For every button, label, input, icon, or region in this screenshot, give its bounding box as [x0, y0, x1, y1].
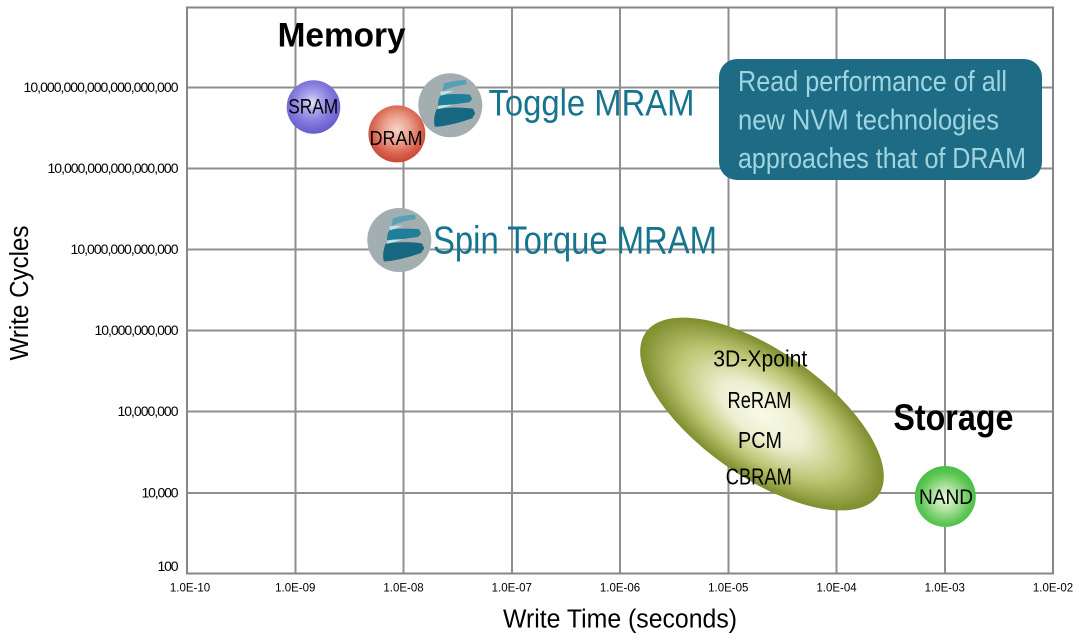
svg-text:Memory: Memory: [278, 16, 406, 54]
svg-text:approaches that of DRAM: approaches that of DRAM: [738, 143, 1026, 175]
svg-text:3D-Xpoint: 3D-Xpoint: [713, 346, 808, 372]
svg-text:10,000,000,000,000,000: 10,000,000,000,000,000: [48, 160, 179, 176]
svg-text:PCM: PCM: [738, 427, 782, 453]
svg-text:1.0E-06: 1.0E-06: [600, 583, 640, 595]
svg-text:ReRAM: ReRAM: [728, 387, 792, 413]
svg-text:Spin Torque MRAM: Spin Torque MRAM: [433, 219, 717, 262]
svg-text:1.0E-07: 1.0E-07: [492, 583, 532, 595]
svg-text:Toggle MRAM: Toggle MRAM: [489, 83, 695, 124]
svg-text:Write Cycles: Write Cycles: [6, 226, 34, 361]
svg-text:Write Time (seconds): Write Time (seconds): [503, 606, 737, 634]
svg-text:1.0E-04: 1.0E-04: [816, 583, 857, 595]
svg-text:NAND: NAND: [919, 486, 973, 509]
svg-text:10,000,000,000,000: 10,000,000,000,000: [71, 241, 179, 257]
svg-text:1.0E-09: 1.0E-09: [275, 583, 315, 595]
svg-text:10,000,000,000,000,000,000: 10,000,000,000,000,000,000: [24, 79, 179, 95]
svg-text:new NVM technologies: new NVM technologies: [738, 105, 999, 137]
svg-text:DRAM: DRAM: [370, 128, 423, 150]
svg-text:CBRAM: CBRAM: [726, 464, 792, 490]
svg-text:1.0E-08: 1.0E-08: [383, 583, 423, 595]
svg-text:SRAM: SRAM: [288, 95, 338, 118]
svg-text:100: 100: [158, 558, 179, 574]
svg-text:Storage: Storage: [893, 397, 1013, 438]
svg-text:1.0E-03: 1.0E-03: [925, 583, 965, 595]
svg-text:1.0E-10: 1.0E-10: [170, 583, 210, 595]
svg-text:10,000: 10,000: [142, 484, 179, 500]
svg-text:10,000,000,000: 10,000,000,000: [95, 322, 179, 338]
svg-text:1.0E-05: 1.0E-05: [708, 583, 748, 595]
svg-text:Read performance of all: Read performance of all: [738, 66, 1007, 98]
svg-text:1.0E-02: 1.0E-02: [1033, 583, 1073, 595]
svg-text:10,000,000: 10,000,000: [118, 403, 179, 419]
